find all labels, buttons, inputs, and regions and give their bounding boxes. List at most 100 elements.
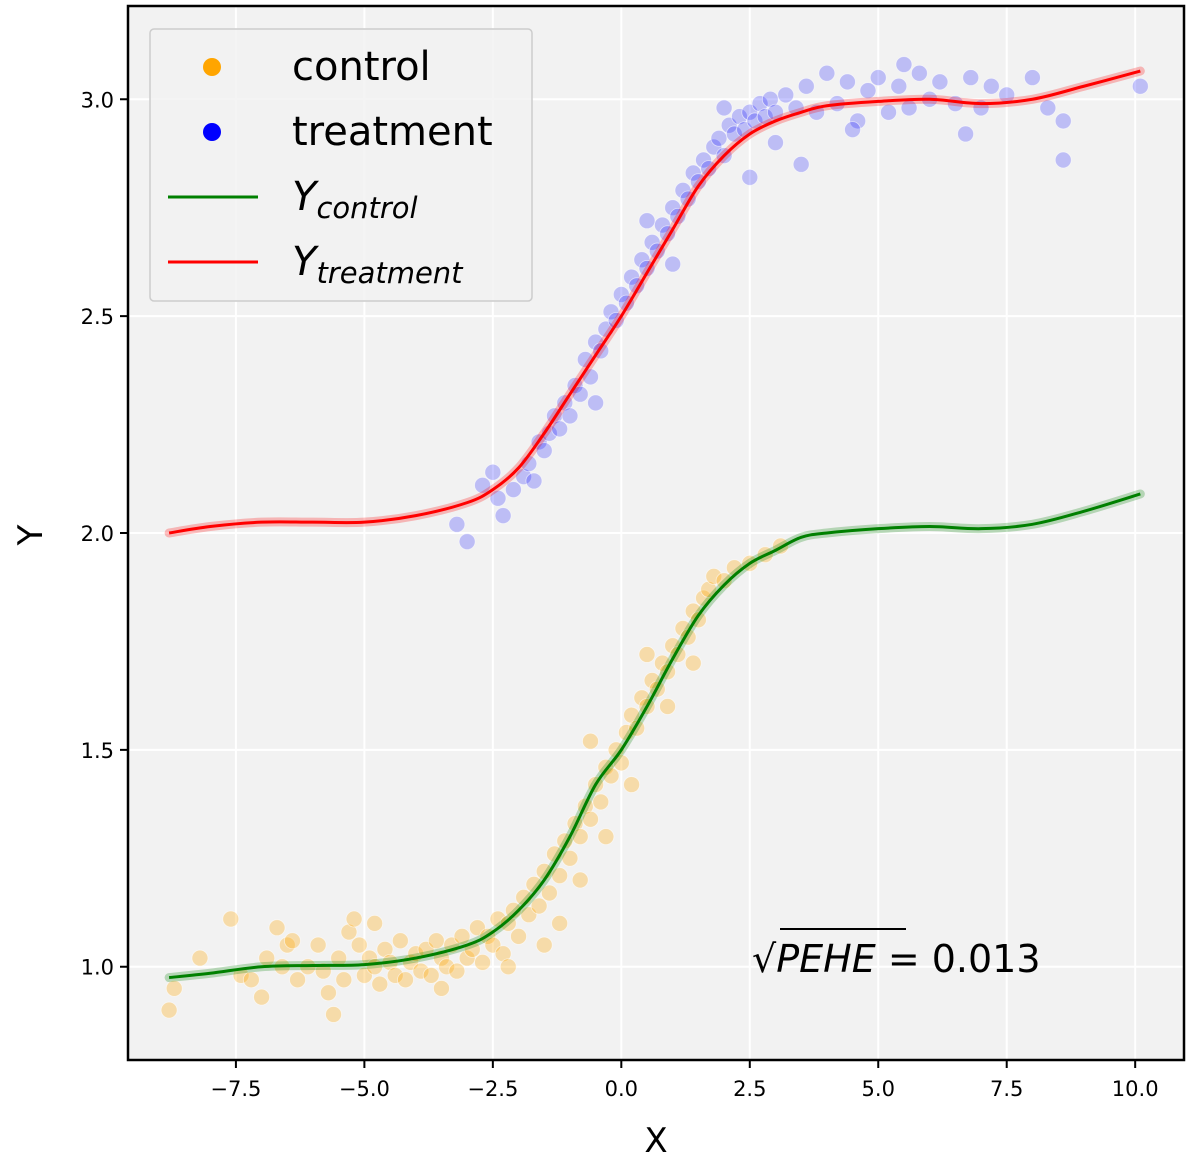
scatter-point	[433, 980, 450, 997]
scatter-point	[859, 82, 877, 99]
scatter-point	[386, 967, 404, 984]
scatter-point	[1054, 151, 1072, 169]
scatter-point	[551, 420, 569, 438]
legend-label-y-treatment-main: Y	[292, 239, 320, 285]
x-tick-label: −7.5	[210, 1077, 261, 1101]
legend: control treatment Ycontrol Ytreatment	[149, 28, 533, 302]
y-axis-label: Y	[11, 524, 51, 546]
scatter-point	[335, 971, 353, 989]
scatter-point	[458, 949, 476, 967]
scatter-point	[582, 732, 599, 750]
scatter-point	[484, 463, 502, 481]
scatter-point	[684, 654, 702, 672]
scatter-point	[700, 580, 718, 598]
scatter-point	[535, 442, 553, 459]
scatter-point	[361, 949, 378, 967]
scatter-point	[489, 489, 507, 507]
scatter-point	[664, 255, 682, 273]
scatter-point	[376, 940, 394, 958]
scatter-point	[397, 971, 414, 989]
scatter-point	[309, 936, 327, 954]
scatter-point	[895, 56, 913, 73]
scatter-point	[1039, 99, 1057, 117]
scatter-point	[540, 884, 558, 902]
legend-label-treatment: treatment	[292, 109, 493, 155]
x-tick-label: 5.0	[862, 1077, 895, 1101]
pehe-annotation-text: √PEHE = 0.013	[752, 937, 1041, 981]
series-line	[168, 69, 1141, 535]
legend-label-control: control	[292, 44, 431, 90]
scatter-point	[1024, 69, 1041, 86]
scatter-point	[962, 69, 980, 86]
scatter-point	[715, 99, 733, 117]
legend-label-y-control-main: Y	[292, 174, 320, 220]
scatter-point	[659, 698, 676, 715]
scatter-point	[448, 515, 466, 533]
scatter-point	[412, 962, 430, 980]
scatter-point	[345, 910, 363, 928]
scatter-point	[797, 77, 815, 95]
scatter-point	[818, 64, 836, 82]
scatter-point	[474, 476, 491, 494]
scatter-point	[602, 303, 620, 321]
scatter-point	[910, 64, 928, 82]
scatter-point	[689, 173, 707, 191]
scatter-point	[725, 125, 743, 143]
scatter-point	[880, 103, 897, 121]
scatter-point	[623, 268, 640, 286]
scatter-point	[839, 73, 856, 91]
scatter-point	[350, 936, 368, 954]
scatter-point	[535, 936, 553, 954]
scatter-point	[191, 949, 209, 967]
scatter-point	[664, 199, 682, 217]
scatter-point	[844, 121, 861, 139]
scatter-point	[458, 533, 476, 551]
scatter-point	[654, 216, 671, 234]
x-axis-label: X	[644, 1121, 667, 1161]
legend-label-y-control-sub: control	[316, 191, 417, 225]
scatter-point	[715, 572, 733, 590]
scatter-point	[792, 155, 810, 173]
legend-marker-control	[203, 58, 221, 76]
scatter-point	[371, 975, 389, 993]
scatter-point	[448, 962, 466, 980]
scatter-point	[638, 646, 656, 663]
scatter-point	[612, 286, 630, 303]
x-tick-label: 10.0	[1112, 1077, 1159, 1101]
scatter-point	[289, 971, 306, 989]
scatter-point	[268, 919, 286, 937]
scatter-point	[777, 86, 795, 104]
scatter-point	[1131, 77, 1149, 95]
scatter-point	[253, 988, 271, 1006]
scatter-point	[587, 394, 605, 412]
scatter-point	[582, 810, 599, 828]
scatter-point	[695, 151, 712, 169]
scatter-point	[957, 125, 975, 143]
scatter-point	[427, 932, 445, 950]
scatter-point	[746, 112, 764, 130]
scatter-point	[284, 932, 301, 950]
scatter-point	[340, 923, 358, 941]
scatter-point	[710, 129, 728, 147]
scatter-point	[869, 69, 887, 86]
scatter-point	[623, 776, 640, 793]
y-tick-label: 3.0	[81, 88, 114, 112]
scatter-point	[571, 385, 589, 403]
scatter-point	[633, 251, 651, 269]
y-tick-label: 2.5	[81, 305, 114, 329]
scatter-point	[551, 914, 569, 932]
y-tick-label: 1.0	[81, 956, 114, 980]
scatter-point	[494, 507, 512, 525]
scatter-point	[638, 212, 656, 230]
x-tick-label: 7.5	[990, 1077, 1023, 1101]
series-line	[168, 492, 1141, 980]
scatter-point	[391, 932, 409, 950]
line-layer	[164, 66, 1145, 983]
x-tick-label: 2.5	[733, 1077, 766, 1101]
scatter-point	[761, 90, 779, 108]
legend-label-y-treatment-sub: treatment	[316, 256, 464, 290]
scatter-point	[684, 164, 702, 182]
scatter-point	[314, 962, 332, 980]
scatter-point	[849, 112, 867, 130]
y-tick-label: 2.0	[81, 522, 114, 546]
